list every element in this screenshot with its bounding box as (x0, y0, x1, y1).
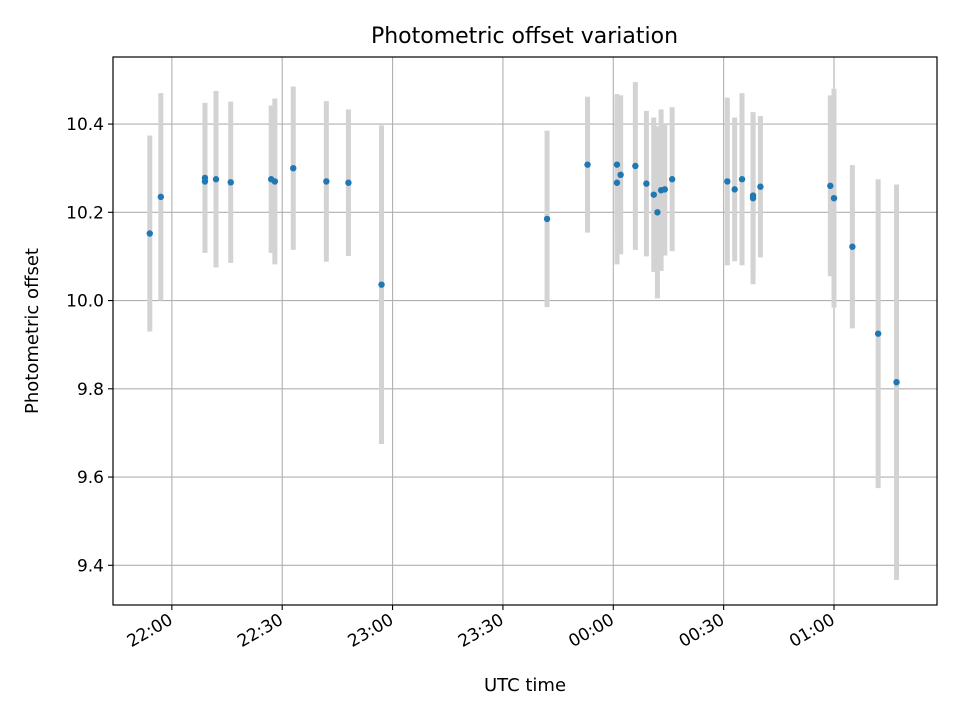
y-gridlines (113, 123, 937, 566)
plot-area-frame (112, 56, 938, 606)
x-gridlines (171, 57, 835, 605)
y-tick-label: 9.6 (77, 468, 104, 488)
data-point (543, 215, 551, 223)
data-point (757, 183, 764, 190)
data-point (345, 179, 352, 186)
data-point (290, 164, 297, 172)
y-tick-label: 10.0 (66, 292, 104, 312)
data-point (146, 230, 153, 237)
data-point (643, 180, 650, 187)
data-point (632, 162, 639, 170)
data-point (830, 194, 838, 202)
data-point (654, 209, 661, 216)
y-tick-label: 9.4 (77, 556, 104, 576)
data-point (738, 176, 746, 183)
data-point (650, 191, 657, 198)
data-point (849, 243, 856, 250)
y-tick-label: 9.8 (77, 380, 104, 400)
data-point (827, 182, 834, 190)
data-point (893, 378, 900, 386)
data-point (724, 178, 731, 185)
y-axis-ticks: 9.4 9.6 9.8 10.0 10.2 10.4 (66, 115, 113, 576)
data-point (874, 330, 882, 337)
data-point (613, 161, 621, 168)
data-point (378, 281, 385, 288)
y-tick-label: 10.2 (66, 203, 104, 223)
data-point (749, 194, 757, 202)
data-point (731, 186, 738, 193)
data-point (271, 178, 279, 185)
data-point (227, 179, 234, 186)
data-point (212, 176, 220, 183)
y-tick-label: 10.4 (66, 115, 104, 135)
data-point (201, 174, 209, 182)
data-points (146, 161, 900, 386)
data-point (613, 179, 621, 186)
data-point (668, 176, 676, 183)
y-axis-label: Photometric offset (22, 248, 43, 414)
data-point (661, 186, 668, 193)
data-point (584, 161, 591, 168)
chart-title: Photometric offset variation (371, 24, 678, 49)
data-point (617, 171, 624, 179)
x-axis-label: UTC time (484, 675, 566, 696)
data-point (157, 193, 165, 201)
data-point (323, 178, 330, 185)
